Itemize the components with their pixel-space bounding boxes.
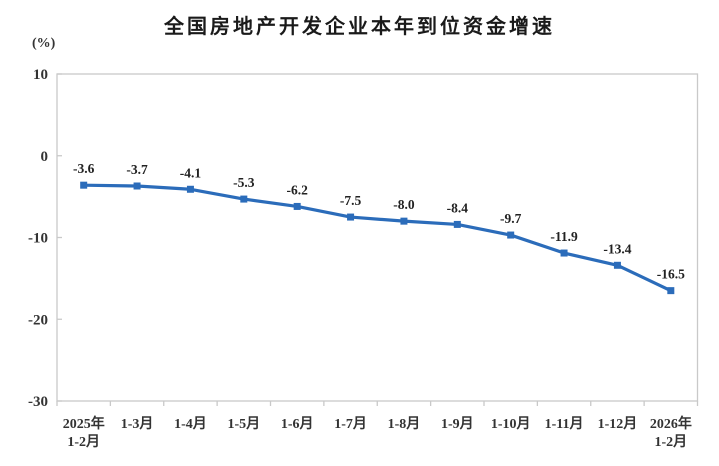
- data-point-marker: [507, 231, 515, 239]
- data-point-marker: [667, 287, 675, 295]
- y-tick-label: -10: [28, 231, 48, 247]
- data-point-marker: [453, 220, 461, 228]
- x-tick-label: 2026年: [650, 415, 692, 432]
- data-point-marker: [80, 181, 88, 189]
- x-tick-label: 1-8月: [388, 416, 421, 432]
- data-point-label: -16.5: [657, 267, 685, 282]
- data-point-marker: [560, 249, 568, 257]
- x-tick-label: 1-2月: [654, 434, 687, 450]
- y-axis-unit-label: (%): [32, 36, 56, 51]
- data-point-label: -13.4: [603, 241, 631, 256]
- data-point-marker: [613, 261, 621, 269]
- y-tick-label: 10: [33, 67, 48, 83]
- x-tick-label: 1-12月: [598, 416, 638, 432]
- y-tick-label: -30: [28, 394, 48, 410]
- data-point-marker: [133, 182, 141, 190]
- x-tick-label: 1-5月: [227, 416, 260, 432]
- data-point-label: -3.7: [126, 162, 148, 177]
- x-tick-label: 1-4月: [174, 416, 207, 432]
- data-point-label: -7.5: [340, 193, 362, 208]
- data-point-label: -3.6: [73, 161, 95, 176]
- data-point-marker: [293, 202, 301, 210]
- chart-title: 全国房地产开发企业本年到位资金增速: [164, 16, 555, 38]
- x-tick-label: 1-3月: [121, 416, 154, 432]
- data-point-label: -4.1: [180, 165, 202, 180]
- y-tick-label: 0: [41, 149, 49, 165]
- x-tick-label: 1-11月: [545, 416, 584, 432]
- plot-area-border: [56, 73, 699, 402]
- x-tick-label: 1-6月: [281, 416, 314, 432]
- data-point-label: -8.0: [393, 197, 415, 212]
- data-point-label: -8.4: [447, 200, 469, 215]
- x-tick-label: 2025年: [63, 415, 105, 432]
- data-point-label: -5.3: [233, 175, 255, 190]
- x-tick-label: 1-10月: [491, 416, 531, 432]
- data-line: [82, 183, 673, 293]
- data-point-label: -6.2: [287, 182, 309, 197]
- data-point-marker: [186, 185, 194, 193]
- data-point-marker: [347, 213, 355, 221]
- data-point-label: -9.7: [500, 211, 522, 226]
- data-point-marker: [400, 217, 408, 225]
- data-point-marker: [240, 195, 248, 203]
- x-tick-label: 1-2月: [67, 434, 100, 450]
- x-tick-label: 1-7月: [334, 416, 367, 432]
- y-tick-label: -20: [28, 312, 48, 328]
- data-point-label: -11.9: [550, 229, 578, 244]
- x-tick-label: 1-9月: [441, 416, 474, 432]
